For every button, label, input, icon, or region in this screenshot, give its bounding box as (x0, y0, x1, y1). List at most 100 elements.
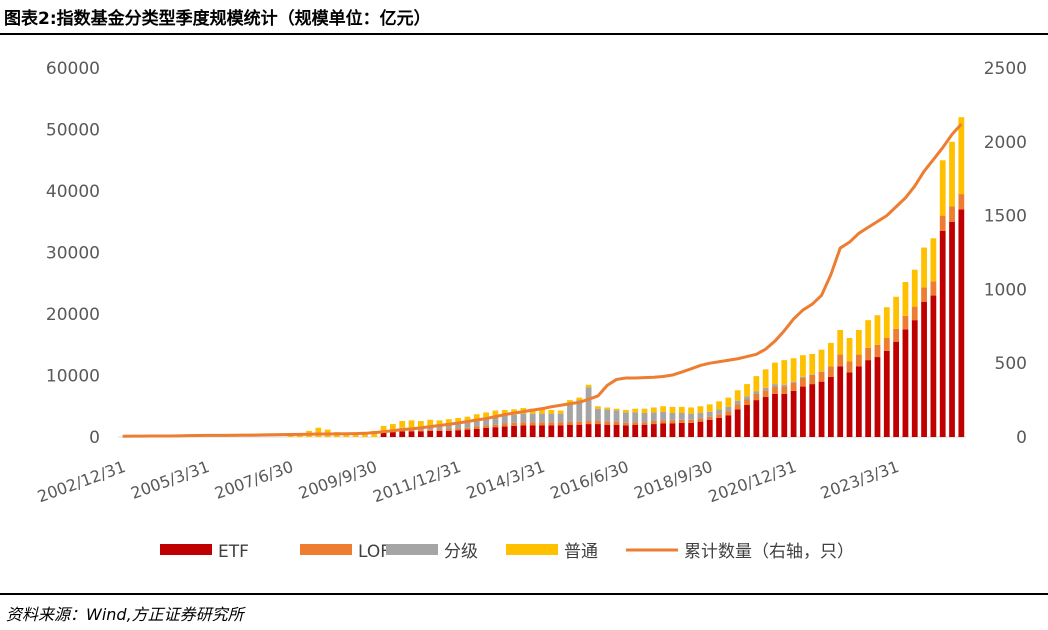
bar-普通 (911, 269, 918, 307)
legend-swatch (506, 544, 558, 555)
bar-LOF (445, 429, 452, 431)
bar-普通 (641, 408, 648, 414)
bar-ETF (874, 357, 881, 437)
bar-分级 (585, 387, 592, 422)
bar-普通 (772, 362, 778, 385)
bar-LOF (800, 377, 806, 387)
bar-普通 (445, 419, 452, 425)
bar-分级 (557, 413, 564, 423)
bar-ETF (585, 424, 592, 437)
bar-LOF (492, 424, 499, 428)
bar-LOF (567, 421, 573, 425)
bar-LOF (874, 344, 881, 358)
bar-普通 (902, 282, 909, 316)
bar-普通 (585, 384, 592, 388)
bar-普通 (417, 421, 424, 428)
bar-普通 (455, 417, 462, 424)
bar-LOF (622, 422, 629, 426)
left-tick-label: 20000 (46, 305, 100, 325)
bar-LOF (837, 354, 844, 367)
bar-ETF (706, 419, 713, 437)
bar-LOF (641, 422, 648, 425)
bar-ETF (837, 366, 844, 437)
bar-分级 (678, 413, 685, 420)
bar-普通 (650, 407, 657, 413)
bar-分级 (501, 415, 508, 424)
bar-ETF (567, 424, 573, 437)
bar-LOF (473, 426, 480, 430)
bar-ETF (827, 376, 834, 437)
bar-LOF (408, 430, 415, 432)
bar-普通 (781, 360, 788, 385)
bar-LOF (585, 421, 592, 425)
bar-普通 (697, 406, 704, 414)
bar-ETF (399, 431, 406, 437)
bar-分级 (706, 411, 713, 417)
bar-LOF (688, 419, 694, 423)
bar-LOF (911, 306, 918, 321)
bar-ETF (781, 393, 788, 437)
bar-LOF (427, 429, 434, 431)
bar-分级 (650, 412, 657, 422)
bar-ETF (613, 424, 620, 437)
left-tick-label: 50000 (46, 121, 100, 141)
bar-LOF (660, 420, 667, 424)
bar-LOF (548, 422, 555, 426)
bar-分级 (790, 381, 797, 383)
bar-ETF (958, 209, 965, 437)
x-tick-label: 2023/3/31 (818, 457, 902, 503)
bar-分级 (595, 408, 601, 422)
bar-普通 (287, 435, 294, 437)
bar-普通 (660, 406, 667, 412)
bar-ETF (846, 372, 853, 437)
bar-普通 (632, 408, 639, 413)
bar-分级 (520, 413, 527, 423)
bar-普通 (315, 427, 322, 437)
bar-ETF (790, 390, 797, 438)
bar-LOF (539, 422, 545, 426)
bar-普通 (753, 376, 760, 392)
bar-ETF (911, 320, 918, 437)
bar-ETF (427, 430, 434, 437)
bar-分级 (818, 371, 825, 372)
bar-普通 (716, 401, 722, 410)
bar-ETF (669, 423, 676, 437)
bar-LOF (772, 386, 778, 394)
bar-普通 (800, 355, 806, 377)
bar-分级 (539, 413, 545, 423)
bar-ETF (539, 425, 545, 437)
bar-普通 (408, 420, 415, 428)
bar-普通 (576, 397, 583, 401)
bar-LOF (417, 430, 424, 432)
bar-LOF (613, 421, 620, 425)
left-axis: 0 10000 20000 30000 40000 50000 60000 (46, 59, 100, 448)
bar-ETF (455, 430, 462, 437)
bar-普通 (352, 433, 359, 437)
bar-LOF (464, 427, 471, 430)
bar-普通 (930, 238, 937, 282)
legend-label: 累计数量（右轴，只） (684, 542, 854, 562)
bar-分级 (734, 400, 741, 405)
legend-label: ETF (218, 542, 249, 562)
bar-分级 (725, 406, 732, 412)
bar-ETF (818, 381, 825, 437)
bar-LOF (501, 423, 508, 427)
bar-分级 (604, 409, 611, 422)
x-tick-label: 2007/6/30 (212, 457, 296, 503)
bar-ETF (622, 425, 629, 437)
bar-LOF (744, 399, 750, 406)
bar-ETF (800, 386, 806, 437)
left-tick-label: 30000 (46, 244, 100, 264)
bar-分级 (613, 410, 620, 422)
bar-分级 (772, 384, 778, 387)
bar-普通 (595, 406, 601, 409)
bar-ETF (921, 301, 927, 437)
bar-ETF (650, 424, 657, 437)
bar-普通 (790, 358, 797, 382)
bar-普通 (865, 320, 872, 348)
x-tick-label: 2018/9/30 (632, 457, 716, 503)
right-axis: 0 500 1000 1500 2000 2500 (984, 59, 1027, 448)
bar-分级 (669, 413, 676, 421)
bar-ETF (725, 415, 732, 437)
top-rule (0, 33, 1048, 35)
